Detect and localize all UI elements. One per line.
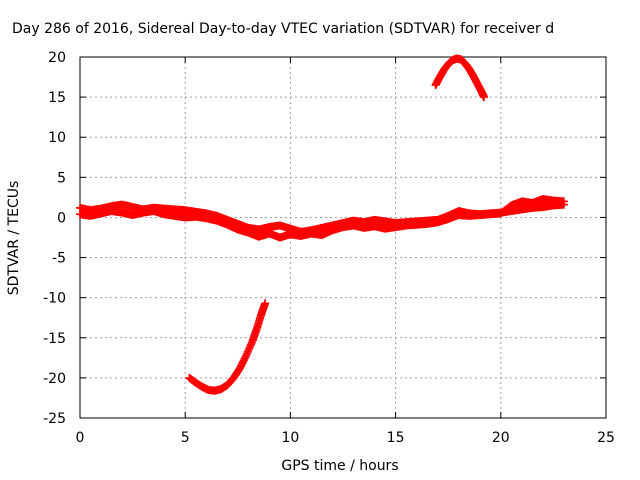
y-tick-label: 20 (48, 50, 66, 66)
y-tick-label: -5 (52, 251, 66, 267)
data-points (76, 54, 568, 395)
y-tick-label: 5 (57, 170, 66, 186)
x-tick-label: 10 (281, 430, 299, 446)
x-tick-label: 5 (181, 430, 190, 446)
x-tick-label: 0 (76, 430, 85, 446)
data-point (559, 197, 568, 206)
y-tick-label: -10 (43, 291, 66, 307)
x-axis-label: GPS time / hours (281, 458, 398, 474)
x-tick-label: 20 (492, 430, 510, 446)
data-point (261, 299, 270, 308)
y-tick-label: 15 (48, 90, 66, 106)
grid-lines (80, 57, 606, 418)
series (431, 54, 488, 102)
x-tick-label: 15 (387, 430, 405, 446)
y-axis: -25 -20 -15 -10 -5 0 5 10 15 20 (43, 50, 606, 427)
y-tick-label: 10 (48, 130, 66, 146)
series (185, 299, 270, 395)
x-tick-label: 25 (597, 430, 615, 446)
series (76, 200, 568, 236)
y-tick-label: -15 (43, 331, 66, 347)
y-tick-label: 0 (57, 210, 66, 226)
y-tick-label: -20 (43, 371, 66, 387)
series (76, 194, 568, 242)
x-axis: 0 5 10 15 20 25 (76, 57, 615, 446)
data-point (479, 93, 488, 102)
y-axis-label: SDTVAR / TECUs (6, 181, 22, 296)
plot-frame (79, 56, 607, 419)
chart-title: Day 286 of 2016, Sidereal Day-to-day VTE… (12, 21, 554, 37)
y-tick-label: -25 (43, 411, 66, 427)
